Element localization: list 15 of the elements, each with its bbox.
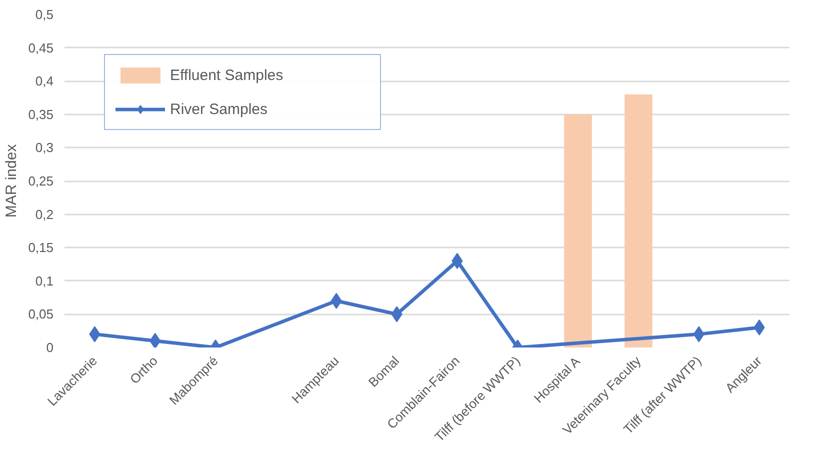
y-tick-label: 0,3 [35,140,54,156]
y-axis-title: MAR index [3,144,20,218]
legend-label: Effluent Samples [170,66,284,84]
y-tick-label: 0,25 [28,174,54,188]
y-tick-label: 0,5 [35,7,54,22]
y-tick-label: 0,05 [28,306,54,322]
point [150,332,161,348]
y-tick-label: 0,4 [35,74,54,89]
y-tick-label: 0,2 [35,206,54,222]
legend-label: River Samples [170,100,269,118]
y-tick-label: 0,15 [28,240,54,256]
y-tick-label: 0 [46,340,54,355]
y-tick-label: 0,1 [35,273,54,288]
y-tick-label: 0,35 [28,106,54,122]
y-tick-label: 0,45 [28,40,54,56]
